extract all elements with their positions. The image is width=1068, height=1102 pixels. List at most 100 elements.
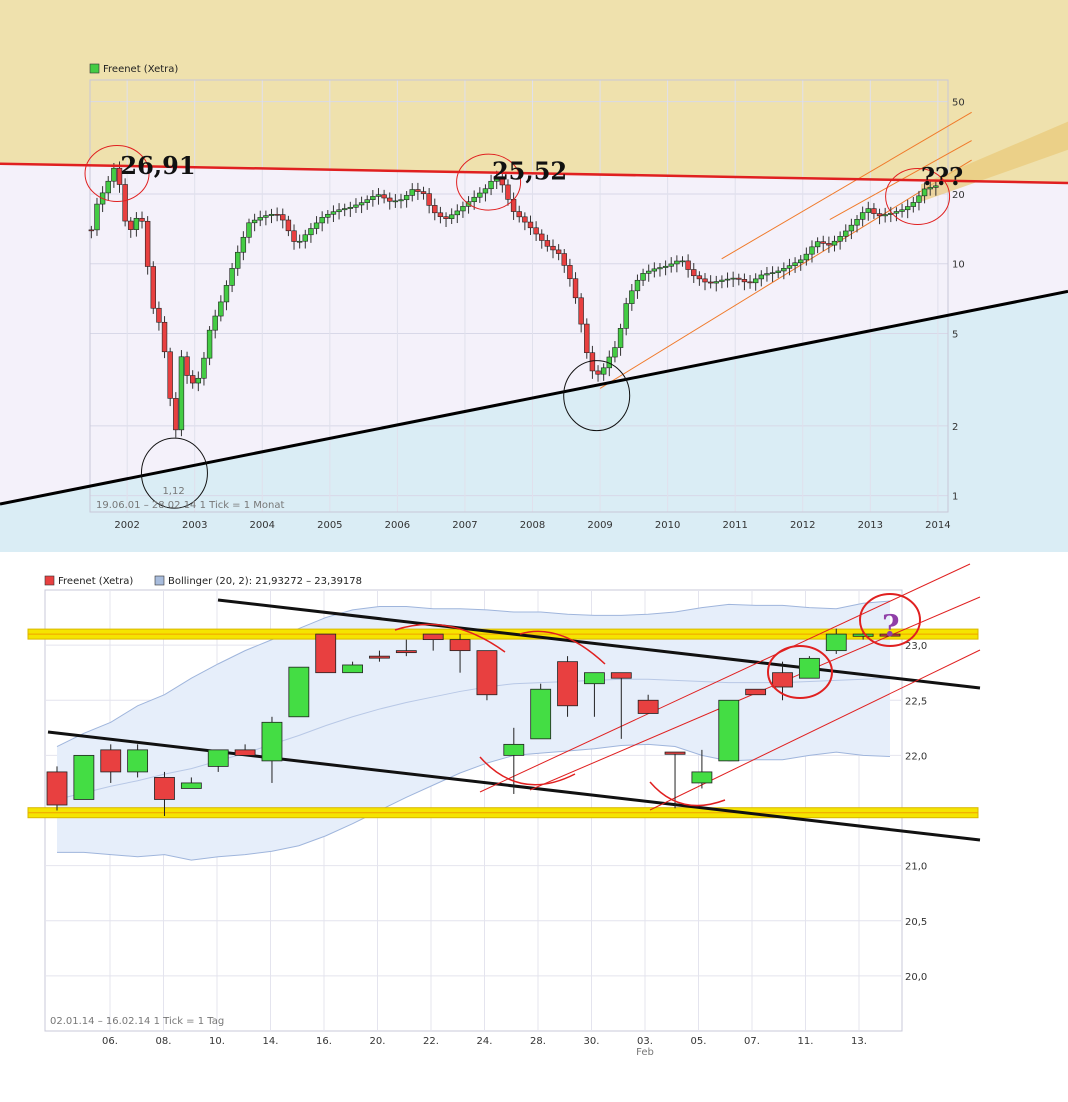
x-tick-label: 10. bbox=[209, 1036, 225, 1047]
candle-body bbox=[454, 210, 460, 216]
candle-body bbox=[180, 782, 202, 789]
candle-body bbox=[358, 202, 365, 206]
candle-body bbox=[814, 241, 821, 248]
legend-swatch bbox=[89, 63, 100, 74]
candle-body bbox=[100, 749, 122, 773]
candle-body bbox=[347, 206, 354, 209]
candle-body bbox=[482, 188, 489, 194]
candle-body bbox=[503, 743, 525, 756]
candle-body bbox=[595, 370, 601, 375]
candle-body bbox=[772, 672, 793, 688]
y-tick-label: 22,5 bbox=[905, 696, 927, 707]
y-tick-label: 20,5 bbox=[905, 917, 927, 928]
candle-body bbox=[488, 180, 494, 190]
x-tick-label: 30. bbox=[584, 1036, 600, 1047]
bollinger-upper bbox=[56, 600, 891, 748]
channel-line bbox=[599, 159, 972, 389]
candle-body bbox=[409, 189, 415, 196]
candle-body bbox=[871, 208, 877, 214]
breakout-circle bbox=[767, 645, 833, 699]
candle-body bbox=[527, 221, 534, 229]
x-tick-label: 2010 bbox=[655, 520, 680, 531]
candle-body bbox=[133, 217, 140, 230]
x-tick-label: 13. bbox=[851, 1036, 867, 1047]
candle-body bbox=[629, 290, 635, 304]
candle-body bbox=[747, 281, 753, 284]
candle-body bbox=[826, 243, 832, 246]
x-tick-label: 03. bbox=[637, 1036, 653, 1047]
candle-body bbox=[758, 274, 765, 280]
y-tick-label: 20 bbox=[952, 190, 965, 201]
candle-body bbox=[167, 351, 173, 399]
candle-body bbox=[662, 265, 669, 268]
candle-body bbox=[567, 265, 573, 280]
candle-body bbox=[128, 220, 134, 230]
candle-body bbox=[775, 270, 781, 273]
candle-body bbox=[139, 217, 145, 222]
y-tick-label: 1 bbox=[952, 492, 958, 503]
candle-body bbox=[803, 253, 810, 261]
candle-body bbox=[837, 235, 843, 242]
candle-body bbox=[550, 245, 556, 251]
candle-body bbox=[302, 234, 308, 242]
candle-body bbox=[325, 213, 331, 218]
candle-body bbox=[612, 347, 618, 358]
x-tick-label: 05. bbox=[691, 1036, 707, 1047]
y-tick-label: 22,0 bbox=[905, 751, 927, 762]
candle-body bbox=[154, 777, 175, 800]
candle-body bbox=[94, 203, 100, 231]
candle-body bbox=[477, 192, 483, 198]
candle-body bbox=[724, 278, 731, 281]
x-tick-label: 2006 bbox=[385, 520, 410, 531]
candle-body bbox=[285, 219, 292, 232]
upper-downtrend-line bbox=[217, 598, 981, 690]
candle-body bbox=[702, 278, 708, 283]
candle-body bbox=[876, 213, 883, 217]
price-annotation: ??? bbox=[921, 162, 963, 191]
high-circle bbox=[885, 167, 951, 225]
x-tick-label: 2005 bbox=[317, 520, 342, 531]
candle-body bbox=[432, 205, 438, 214]
candle-body bbox=[557, 661, 578, 707]
candle-body bbox=[736, 277, 742, 280]
candle-body bbox=[342, 664, 363, 674]
legend-swatch-bollinger bbox=[154, 575, 165, 586]
candle-body bbox=[426, 193, 432, 206]
price-annotation: 26,91 bbox=[120, 151, 195, 180]
x-tick-label: 16. bbox=[316, 1036, 332, 1047]
candle-body bbox=[234, 749, 256, 756]
chart-info: 19.06.01 – 28.02.14 1 Tick = 1 Monat bbox=[96, 500, 284, 511]
candle-body bbox=[927, 187, 933, 190]
candle-body bbox=[916, 195, 922, 203]
candle-body bbox=[156, 307, 162, 323]
candle-body bbox=[798, 657, 820, 679]
high-circle bbox=[84, 145, 150, 203]
x-tick-label: 07. bbox=[744, 1036, 760, 1047]
candle-body bbox=[291, 230, 297, 242]
candle-body bbox=[494, 177, 500, 182]
candle-body bbox=[764, 273, 770, 276]
candle-body bbox=[792, 262, 798, 266]
legend-label-price: Freenet (Xetra) bbox=[58, 576, 133, 587]
candle-body bbox=[505, 184, 511, 200]
candle-body bbox=[617, 328, 624, 348]
candle-body bbox=[879, 633, 901, 637]
candle-body bbox=[584, 323, 590, 354]
uptrend-channel-line bbox=[479, 563, 971, 793]
candle-body bbox=[640, 273, 646, 281]
question-mark: ? bbox=[882, 609, 900, 644]
candle-body bbox=[809, 246, 815, 255]
candle-body bbox=[741, 279, 748, 283]
candle-body bbox=[637, 699, 659, 714]
candle-body bbox=[544, 240, 551, 247]
candle-body bbox=[122, 184, 128, 222]
candle-body bbox=[555, 249, 562, 254]
candle-body bbox=[218, 301, 224, 317]
candle-body bbox=[651, 268, 658, 272]
y-tick-label: 20,0 bbox=[905, 972, 927, 983]
candle-body bbox=[268, 213, 275, 216]
x-tick-label: 2008 bbox=[520, 520, 545, 531]
resistance-line bbox=[0, 162, 1068, 185]
arc-top-1 bbox=[394, 623, 506, 653]
candle-body bbox=[522, 216, 528, 223]
